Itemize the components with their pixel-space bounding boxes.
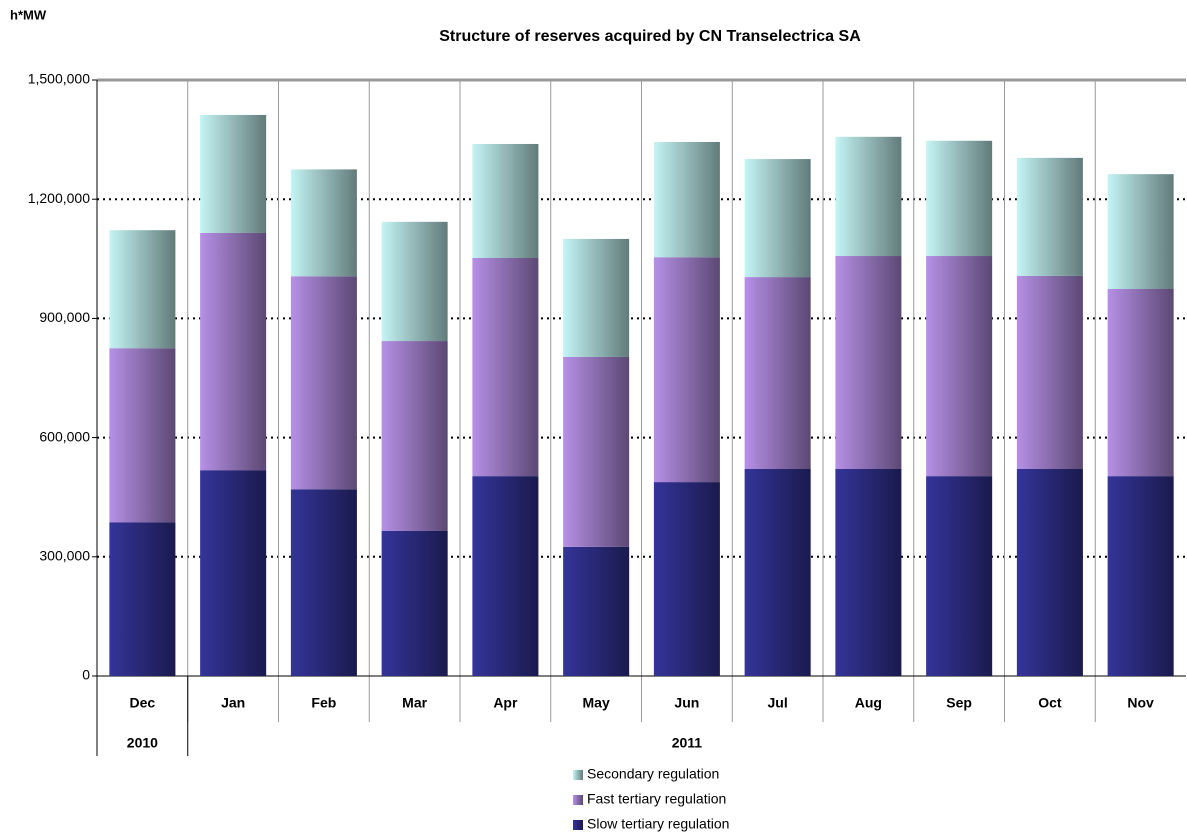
bar-shade — [1107, 288, 1174, 477]
x-tick-label: Dec — [130, 695, 156, 711]
x-tick-label: Feb — [311, 695, 336, 711]
y-tick-label: 1,500,000 — [28, 71, 90, 87]
x-tick-label: Jun — [674, 695, 699, 711]
bar-shade — [926, 256, 993, 477]
legend-shade — [573, 820, 583, 830]
bar-shade — [563, 238, 630, 357]
bar-shade — [381, 530, 448, 676]
bar-shade — [563, 546, 630, 676]
x-tick-label: Sep — [946, 695, 972, 711]
bar-shade — [1016, 157, 1083, 276]
bar-shade — [1107, 174, 1174, 289]
bar-shade — [744, 159, 811, 278]
legend-shade — [573, 795, 583, 805]
x-tick-label: Mar — [402, 695, 427, 711]
x-tick-label: Nov — [1127, 695, 1154, 711]
bar-shade — [1016, 468, 1083, 676]
bar-shade — [290, 169, 357, 277]
bar-shade — [653, 482, 720, 676]
y-tick-label: 0 — [82, 667, 90, 683]
bar-shade — [1107, 476, 1174, 676]
y-tick-label: 600,000 — [39, 428, 90, 444]
group-label: 2011 — [672, 735, 703, 751]
bar-shade — [290, 276, 357, 490]
bar-shade — [472, 476, 539, 676]
bar-shade — [744, 468, 811, 676]
x-tick-label: Oct — [1038, 695, 1062, 711]
legend-shade — [573, 770, 583, 780]
bar-shade — [290, 489, 357, 676]
y-tick-label: 1,200,000 — [28, 190, 90, 206]
x-tick-label: Apr — [493, 695, 518, 711]
bar-shade — [1016, 275, 1083, 469]
bar-shade — [835, 468, 902, 676]
legend-label: Fast tertiary regulation — [587, 791, 726, 807]
bar-shade — [653, 257, 720, 483]
bar-shade — [472, 143, 539, 259]
bar-shade — [563, 356, 630, 547]
bar-shade — [200, 470, 267, 676]
x-tick-label: Jan — [221, 695, 245, 711]
bar-shade — [109, 522, 176, 676]
legend-label: Secondary regulation — [587, 766, 719, 782]
y-axis-label: h*MW — [10, 7, 47, 22]
bar-shade — [744, 277, 811, 469]
x-tick-label: Aug — [855, 695, 882, 711]
chart-title: Structure of reserves acquired by CN Tra… — [439, 28, 861, 45]
bar-shade — [926, 140, 993, 257]
x-tick-label: May — [583, 695, 610, 711]
bar-shade — [109, 348, 176, 523]
group-label: 2010 — [127, 735, 158, 751]
bar-shade — [200, 232, 267, 471]
bar-shade — [109, 230, 176, 349]
y-tick-label: 300,000 — [39, 548, 90, 564]
bar-shade — [381, 341, 448, 531]
bar-shade — [835, 136, 902, 257]
bar-shade — [200, 114, 267, 233]
bar-shade — [653, 141, 720, 258]
x-tick-label: Jul — [768, 695, 788, 711]
bar-shade — [835, 256, 902, 469]
bar-shade — [472, 258, 539, 477]
bar-shade — [381, 221, 448, 342]
y-tick-label: 900,000 — [39, 309, 90, 325]
legend-label: Slow tertiary regulation — [587, 816, 729, 832]
bar-shade — [926, 476, 993, 676]
